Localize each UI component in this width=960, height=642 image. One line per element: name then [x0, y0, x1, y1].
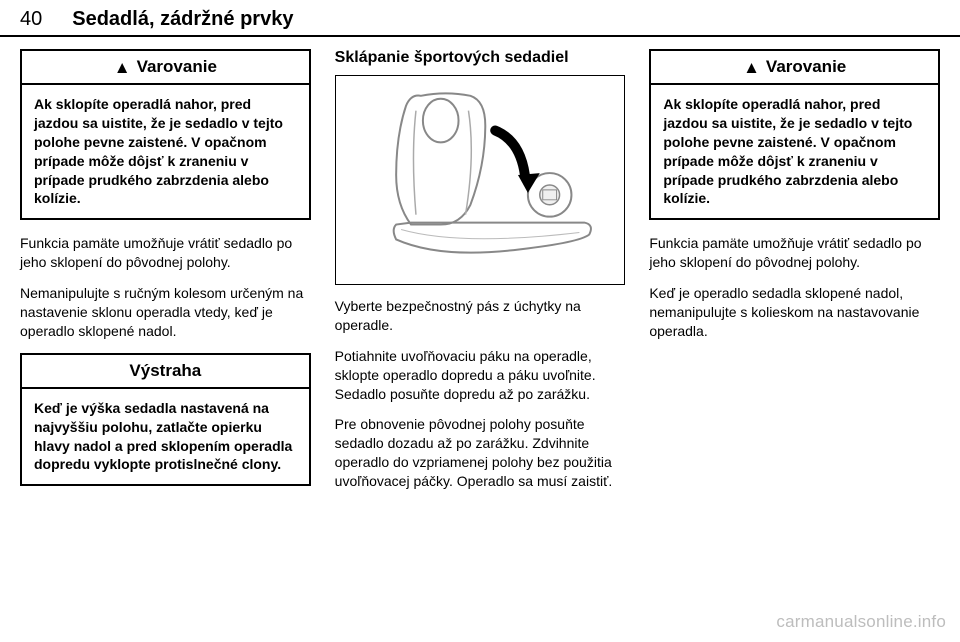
warning-triangle-icon: ▲ [114, 59, 131, 76]
page-header: 40 Sedadlá, zádržné prvky [0, 0, 960, 37]
column-3: ▲ Varovanie Ak sklopíte operadlá nahor, … [649, 49, 940, 503]
caution-header: Výstraha [22, 355, 309, 389]
column-1: ▲ Varovanie Ak sklopíte operadlá nahor, … [20, 49, 311, 503]
col3-paragraph-2: Keď je operadlo sedadla sklopené nadol, … [649, 284, 940, 341]
col2-paragraph-3: Pre obnovenie pôvodnej polohy posuňte se… [335, 415, 626, 491]
warning-triangle-icon: ▲ [743, 59, 760, 76]
col2-paragraph-1: Vyberte bezpečnostný pás z úchytky na op… [335, 297, 626, 335]
seat-illustration-icon [336, 76, 625, 284]
caution-box: Výstraha Keď je výška sedadla nastavená … [20, 353, 311, 487]
col1-paragraph-1: Funkcia pamäte umožňuje vrátiť sedadlo p… [20, 234, 311, 272]
caution-text: Keď je výška sedadla nastavená na najvyš… [22, 389, 309, 485]
col2-paragraph-2: Potiahnite uvoľňovaciu páku na operadle,… [335, 347, 626, 404]
warning-text-2: Ak sklopíte operadlá nahor, pred jazdou … [651, 85, 938, 218]
warning-text-1: Ak sklopíte operadlá nahor, pred jazdou … [22, 85, 309, 218]
column-2: Sklápanie športových sedadiel [335, 49, 626, 503]
content-columns: ▲ Varovanie Ak sklopíte operadlá nahor, … [0, 49, 960, 503]
section-heading: Sklápanie športových sedadiel [335, 49, 626, 67]
warning-label-2: Varovanie [766, 57, 846, 77]
warning-box-1: ▲ Varovanie Ak sklopíte operadlá nahor, … [20, 49, 311, 220]
page-title: Sedadlá, zádržné prvky [72, 8, 293, 31]
col1-paragraph-2: Nemanipulujte s ručným kolesom určeným n… [20, 284, 311, 341]
caution-label: Výstraha [129, 361, 201, 381]
warning-header-1: ▲ Varovanie [22, 51, 309, 85]
seat-folding-figure [335, 75, 626, 285]
watermark: carmanualsonline.info [776, 612, 946, 632]
page-number: 40 [20, 8, 42, 31]
warning-box-2: ▲ Varovanie Ak sklopíte operadlá nahor, … [649, 49, 940, 220]
warning-header-2: ▲ Varovanie [651, 51, 938, 85]
warning-label-1: Varovanie [137, 57, 217, 77]
col3-paragraph-1: Funkcia pamäte umožňuje vrátiť sedadlo p… [649, 234, 940, 272]
